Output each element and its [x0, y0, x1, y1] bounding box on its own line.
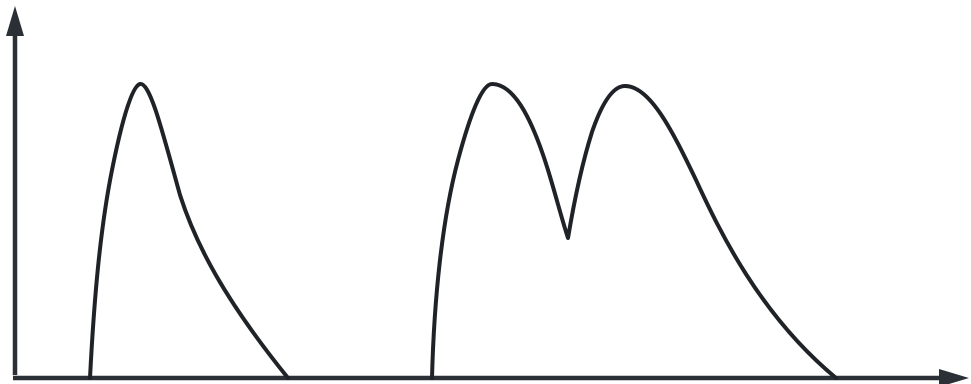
y-axis-arrow-icon: [6, 6, 24, 36]
double-peak-wave-curve: [430, 82, 838, 380]
single-peak-wave-curve: [88, 82, 290, 380]
x-axis-arrow-icon: [939, 369, 969, 384]
